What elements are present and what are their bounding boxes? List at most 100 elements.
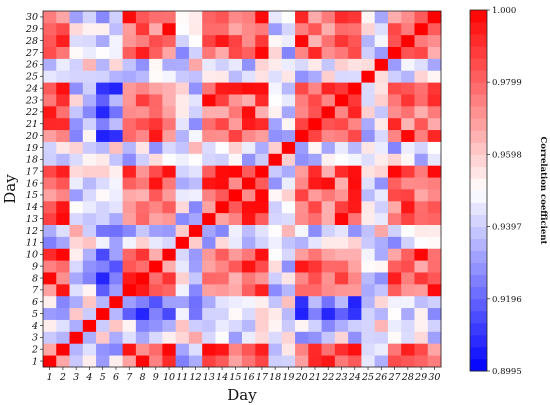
heatmap-cell-7-13 [122, 212, 137, 225]
heatmap-cell-19-11 [281, 236, 296, 249]
heatmap-cell-13-10 [202, 248, 216, 261]
colorbar-segment [470, 10, 487, 23]
heatmap-cell-19-3 [281, 331, 296, 344]
heatmap-cell-12-26 [188, 58, 203, 71]
heatmap-cell-18-20 [268, 129, 283, 142]
heatmap-cell-14-26 [215, 58, 230, 71]
heatmap-cell-26-5 [374, 307, 389, 320]
heatmap-cell-10-3 [162, 331, 177, 344]
heatmap-cell-17-24 [255, 82, 269, 95]
heatmap-cell-18-19 [268, 141, 283, 154]
heatmap-cell-2-27 [56, 46, 70, 59]
heatmap-cell-23-3 [334, 331, 349, 344]
heatmap-cell-19-19 [281, 141, 296, 154]
colorbar-segment [470, 190, 487, 203]
heatmap-cell-2-15 [56, 189, 70, 202]
heatmap-cell-12-30 [188, 11, 203, 24]
x-tick-label-26: 26 [374, 372, 387, 383]
heatmap-cell-13-29 [202, 22, 216, 36]
x-tick-label-20: 20 [295, 372, 308, 383]
heatmap-cell-10-16 [162, 177, 177, 190]
heatmap-cell-24-17 [348, 165, 362, 178]
heatmap-cell-11-14 [175, 200, 190, 214]
heatmap-cell-9-9 [149, 260, 163, 273]
heatmap-cell-3-20 [69, 129, 84, 142]
heatmap-cell-14-14 [215, 200, 230, 214]
heatmap-cell-5-29 [96, 22, 110, 36]
heatmap-cell-21-5 [308, 307, 322, 320]
heatmap-cell-30-11 [427, 236, 442, 249]
heatmap-cell-23-7 [334, 283, 349, 297]
heatmap-cell-23-4 [334, 319, 349, 332]
heatmap-cell-4-8 [82, 272, 97, 285]
heatmap-cell-17-3 [255, 331, 269, 344]
heatmap-cell-24-26 [348, 58, 362, 71]
heatmap-cell-23-5 [334, 307, 349, 320]
heatmap-cell-2-28 [56, 34, 70, 47]
heatmap-cell-30-16 [427, 177, 442, 190]
heatmap-cell-12-6 [188, 295, 203, 309]
heatmap-cell-6-7 [109, 283, 123, 297]
heatmap-cell-25-15 [361, 189, 376, 202]
heatmap-cell-13-19 [202, 141, 216, 154]
heatmap-cell-22-12 [321, 224, 336, 237]
heatmap-cell-10-19 [162, 141, 177, 154]
heatmap-cell-11-2 [175, 343, 190, 356]
colorbar-segment [470, 310, 487, 324]
heatmap-cell-11-15 [175, 189, 190, 202]
heatmap-cell-2-17 [56, 165, 70, 178]
heatmap-cell-25-9 [361, 260, 376, 273]
heatmap-cell-18-9 [268, 260, 283, 273]
x-tick-label-16: 16 [243, 372, 255, 383]
heatmap-cell-10-8 [162, 272, 177, 285]
heatmap-cell-6-25 [109, 70, 123, 83]
heatmap-cell-10-26 [162, 58, 177, 71]
heatmap-cell-2-24 [56, 82, 70, 95]
heatmap-cell-25-28 [361, 34, 376, 47]
heatmap-cell-8-18 [135, 153, 150, 166]
heatmap-cell-4-16 [82, 177, 97, 190]
heatmap-cell-7-11 [122, 236, 137, 249]
x-tick-label-28: 28 [401, 372, 414, 383]
heatmap-cell-25-10 [361, 248, 376, 261]
y-tick-label-20: 20 [25, 131, 38, 142]
heatmap-cell-13-5 [202, 307, 216, 320]
heatmap-cell-24-10 [348, 248, 362, 261]
heatmap-cell-25-5 [361, 307, 376, 320]
heatmap-cell-3-21 [69, 117, 84, 131]
heatmap-cell-29-1 [414, 355, 429, 368]
heatmap-cell-6-26 [109, 58, 123, 71]
heatmap-cell-22-6 [321, 295, 336, 309]
heatmap-cell-7-20 [122, 129, 137, 142]
heatmap-cell-1-21 [43, 117, 57, 131]
heatmap-cell-1-1 [43, 355, 57, 368]
x-tick-label-14: 14 [216, 372, 228, 383]
colorbar-frame [469, 9, 488, 372]
heatmap-cell-8-17 [135, 165, 150, 178]
colorbar-segment [470, 238, 487, 252]
heatmap-cell-5-6 [96, 295, 110, 309]
heatmap-cell-4-14 [82, 200, 97, 214]
heatmap-cell-15-19 [228, 141, 243, 154]
heatmap-cell-10-28 [162, 34, 177, 47]
heatmap-cell-1-23 [43, 94, 57, 107]
heatmap-cell-11-10 [175, 248, 190, 261]
heatmap-cell-24-11 [348, 236, 362, 249]
heatmap-cell-2-30 [56, 11, 70, 24]
heatmap-cell-24-28 [348, 34, 362, 47]
heatmap-cell-21-13 [308, 212, 322, 225]
heatmap-cell-25-1 [361, 355, 376, 368]
x-tick-label-13: 13 [203, 372, 215, 383]
heatmap-cell-15-1 [228, 355, 243, 368]
heatmap-cell-26-7 [374, 283, 389, 297]
heatmap-cell-11-23 [175, 94, 190, 107]
heatmap-cell-12-4 [188, 319, 203, 332]
heatmap-cell-17-27 [255, 46, 269, 59]
heatmap-cell-11-28 [175, 34, 190, 47]
heatmap-cell-17-9 [255, 260, 269, 273]
heatmap-cell-17-4 [255, 319, 269, 332]
heatmap-cell-26-24 [374, 82, 389, 95]
heatmap-cell-6-12 [109, 224, 123, 237]
heatmap-cell-10-7 [162, 283, 177, 297]
heatmap-cell-12-24 [188, 82, 203, 95]
